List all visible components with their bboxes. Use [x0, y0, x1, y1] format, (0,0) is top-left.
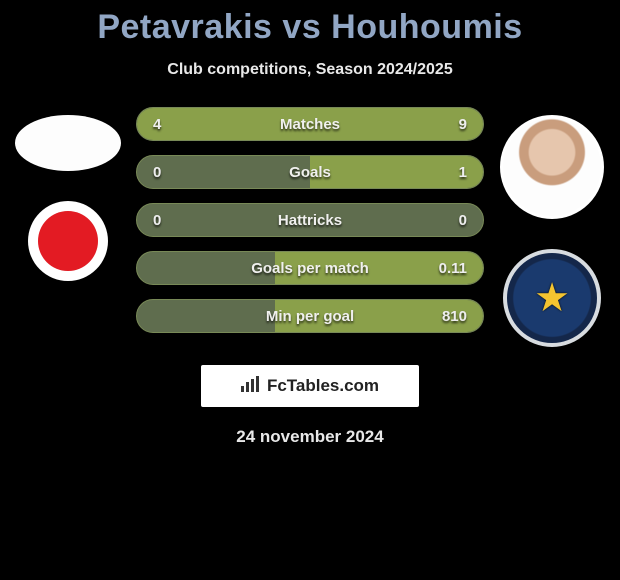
left-player-column	[8, 107, 128, 347]
right-value: 0	[423, 212, 483, 229]
metric-row: 4 Matches 9	[136, 107, 484, 141]
metric-row: Min per goal 810	[136, 299, 484, 333]
metric-label: Min per goal	[197, 308, 423, 325]
left-player-avatar	[15, 115, 121, 171]
right-value: 0.11	[423, 260, 483, 277]
metric-label: Goals	[197, 164, 423, 181]
metrics-column: 4 Matches 9 0 Goals 1 0 Hattricks 0 Goal…	[128, 107, 492, 347]
metric-label: Matches	[197, 116, 423, 133]
left-value: 0	[137, 164, 197, 181]
left-value: 4	[137, 116, 197, 133]
metric-row: Goals per match 0.11	[136, 251, 484, 285]
star-icon: ★	[534, 278, 570, 318]
comparison-layout: 4 Matches 9 0 Goals 1 0 Hattricks 0 Goal…	[0, 107, 620, 347]
subtitle: Club competitions, Season 2024/2025	[0, 61, 620, 79]
right-value: 810	[423, 308, 483, 325]
branding-text: FcTables.com	[267, 376, 379, 396]
left-value: 0	[137, 212, 197, 229]
right-value: 1	[423, 164, 483, 181]
bar-chart-icon	[241, 376, 261, 397]
metric-label: Goals per match	[197, 260, 423, 277]
right-value: 9	[423, 116, 483, 133]
metric-row: 0 Goals 1	[136, 155, 484, 189]
right-club-badge: ★	[503, 249, 601, 347]
metric-row: 0 Hattricks 0	[136, 203, 484, 237]
right-player-avatar	[500, 115, 604, 219]
branding-box: FcTables.com	[201, 365, 419, 407]
date-text: 24 november 2024	[0, 427, 620, 447]
right-player-column: ★	[492, 107, 612, 347]
page-title: Petavrakis vs Houhoumis	[0, 0, 620, 47]
left-club-badge	[28, 201, 108, 281]
metric-label: Hattricks	[197, 212, 423, 229]
